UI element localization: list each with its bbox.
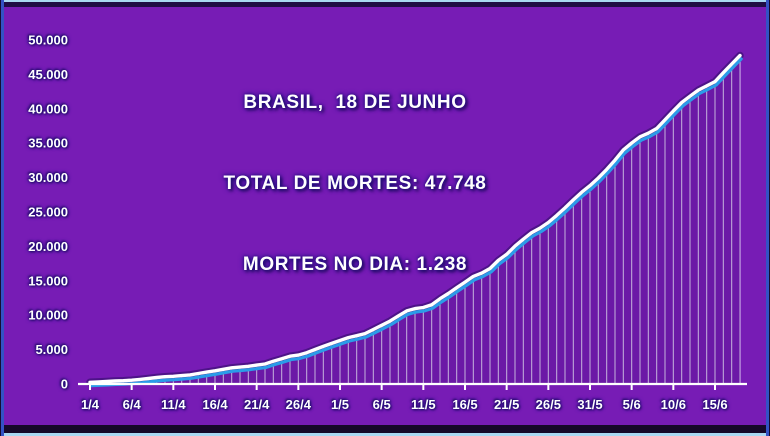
x-axis-label: 5/6 [623,397,641,412]
x-axis-label: 10/6 [661,397,686,412]
x-axis-label: 26/4 [286,397,312,412]
y-axis-label: 40.000 [28,101,68,116]
x-axis-label: 1/5 [331,397,349,412]
x-axis-label: 6/5 [373,397,391,412]
y-axis-label: 5.000 [35,342,68,357]
frame-right-edge [766,0,770,436]
cumulative-deaths-line-secondary [89,57,743,388]
chart-title: BRASIL, 18 DE JUNHO TOTAL DE MORTES: 47.… [165,35,545,332]
y-axis-label: 45.000 [28,67,68,82]
y-axis-label: 20.000 [28,239,68,254]
area-below-line [90,55,740,384]
title-line-total-deaths: TOTAL DE MORTES: 47.748 [223,173,487,194]
cumulative-deaths-line [88,53,742,384]
frame-bottom-outer-edge [0,433,770,436]
title-line-country-date: BRASIL, 18 DE JUNHO [243,92,467,113]
x-axis-label: 21/5 [494,397,519,412]
x-axis-label: 16/4 [202,397,228,412]
frame-bottom-dark-band [0,425,770,433]
x-axis-label: 31/5 [577,397,602,412]
y-axis-label: 0 [61,377,68,392]
x-axis-ticks [89,384,716,390]
y-axis-label: 35.000 [28,136,68,151]
frame-left-edge [0,0,4,436]
x-axis-label: 6/4 [123,397,142,412]
y-axis-label: 15.000 [28,273,68,288]
x-axis-label: 11/4 [161,397,186,412]
x-axis-label: 26/5 [536,397,561,412]
frame-top-outer-edge [0,0,770,2]
x-axis-label: 1/4 [81,397,100,412]
frame-top-dark-band [0,2,770,7]
y-axis-label: 30.000 [28,170,68,185]
y-axis-label: 10.000 [28,308,68,323]
y-axis-label: 25.000 [28,205,68,220]
x-axis-label: 15/6 [702,397,727,412]
x-axis-label: 21/4 [244,397,270,412]
title-line-deaths-today: MORTES NO DIA: 1.238 [242,254,468,275]
x-axis-label: 16/5 [452,397,477,412]
x-axis-label: 11/5 [411,397,436,412]
y-axis-label: 50.000 [28,33,68,48]
